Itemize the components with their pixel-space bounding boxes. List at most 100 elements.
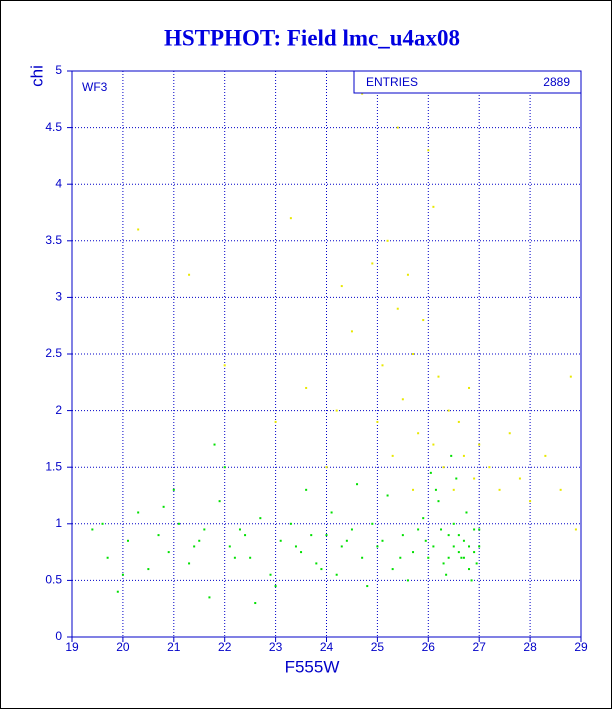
point [498,488,501,491]
point [198,539,201,542]
point [396,307,399,310]
point [350,330,353,333]
point [475,562,478,565]
point [574,528,577,531]
point [452,545,455,548]
x-tick-label: 27 [473,640,487,654]
point [116,590,119,593]
x-tick-label: 23 [269,640,283,654]
point [386,494,389,497]
point [462,556,465,559]
point [473,477,476,480]
x-tick-label: 21 [167,640,181,654]
point [101,522,104,525]
point [460,556,463,559]
point [340,285,343,288]
point [345,539,348,542]
point [371,262,374,265]
point [218,500,221,503]
annotation: WF3 [82,80,108,94]
point [399,556,402,559]
point [450,454,453,457]
point [434,488,437,491]
point [462,454,465,457]
point [254,602,257,605]
point [167,551,170,554]
point [412,488,415,491]
y-tick-label: 5 [55,63,62,77]
point [455,477,458,480]
stats-label: ENTRIES [366,75,418,89]
x-axis-label: F555W [285,657,340,676]
point [391,568,394,571]
point [559,488,562,491]
y-tick-label: 0.5 [45,573,62,587]
point [335,409,338,412]
point [310,534,313,537]
point [279,539,282,542]
y-tick-label: 3.5 [45,233,62,247]
point [445,573,448,576]
point [412,551,415,554]
point [391,454,394,457]
chart-title: HSTPHOT: Field lmc_u4ax08 [164,25,460,50]
x-tick-label: 26 [422,640,436,654]
point [401,534,404,537]
point [371,522,374,525]
x-tick-label: 25 [371,640,385,654]
point [172,488,175,491]
point [442,562,445,565]
x-tick-label: 20 [116,640,130,654]
point [356,483,359,486]
point [228,545,231,548]
point [305,386,308,389]
point [325,534,328,537]
point [361,92,364,95]
point [233,556,236,559]
point [468,545,471,548]
point [478,528,481,531]
point [289,217,292,220]
point [137,228,140,231]
point [406,579,409,582]
point [188,273,191,276]
point [465,511,468,514]
point [468,386,471,389]
y-tick-label: 1.5 [45,459,62,473]
point [177,522,180,525]
point [508,432,511,435]
point [401,398,404,401]
point [269,573,272,576]
point [447,556,450,559]
point [91,528,94,531]
point [147,568,150,571]
y-tick-label: 3 [55,290,62,304]
point [294,545,297,548]
point [478,545,481,548]
point [259,517,262,520]
point [422,319,425,322]
point [244,534,247,537]
point [529,500,532,503]
point [137,511,140,514]
point [289,522,292,525]
point [274,420,277,423]
point [325,466,328,469]
y-tick-label: 1 [55,516,62,530]
point [106,556,109,559]
point [121,573,124,576]
x-tick-label: 28 [523,640,537,654]
x-tick-label: 19 [65,640,79,654]
point [188,562,191,565]
stats-value: 2889 [543,75,570,89]
point [470,579,473,582]
point [432,205,435,208]
point [381,539,384,542]
point [340,545,343,548]
point [457,534,460,537]
y-tick-label: 2 [55,403,62,417]
point [468,568,471,571]
point [406,273,409,276]
point [417,528,420,531]
point [320,568,323,571]
